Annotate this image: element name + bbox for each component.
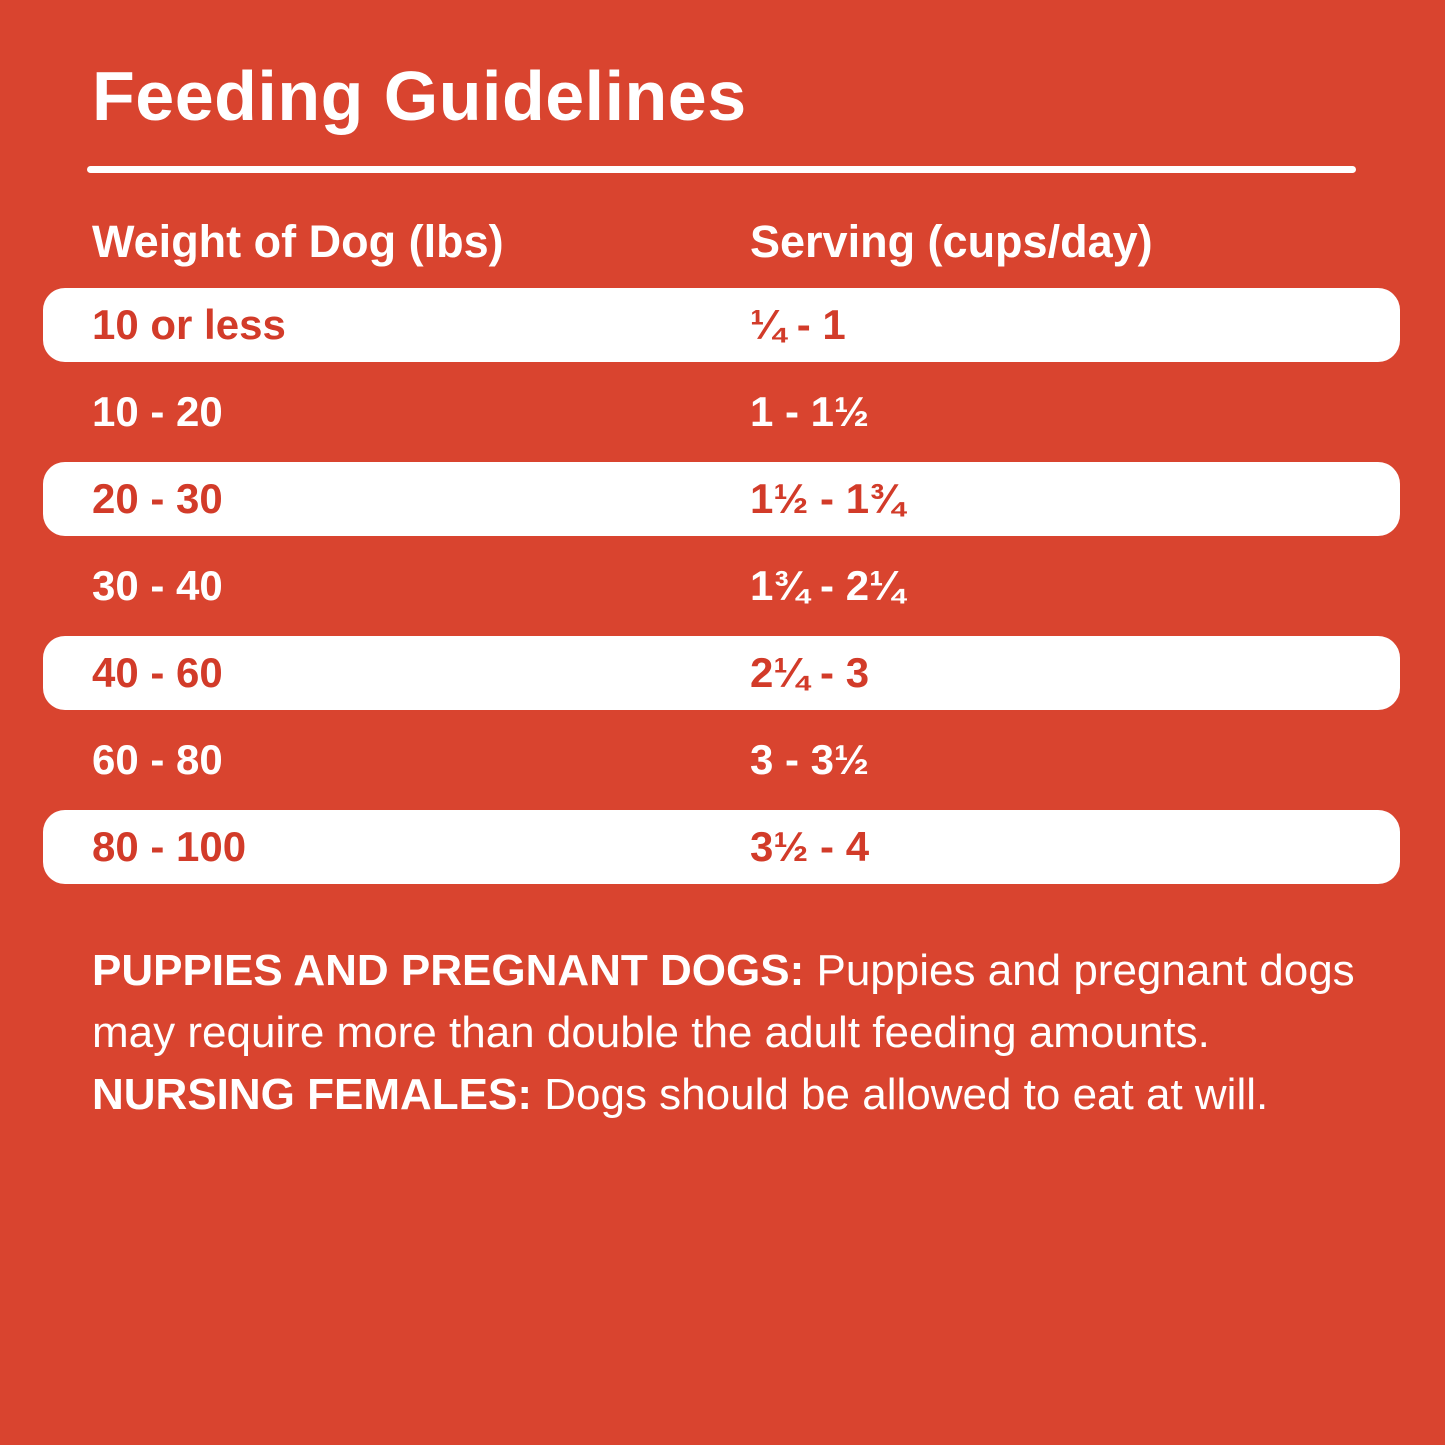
serving-cell: 1¾ - 2¼ (750, 562, 905, 609)
footnote-puppies-label: PUPPIES AND PREGNANT DOGS: (92, 946, 805, 995)
weight-cell: 60 - 80 (92, 736, 223, 783)
serving-cell: 3½ - 4 (750, 823, 870, 870)
weight-cell: 40 - 60 (92, 649, 223, 696)
table-row: 20 - 30 1½ - 1¾ (43, 462, 1400, 536)
serving-cell: 1½ - 1¾ (750, 475, 905, 522)
feeding-footnote: PUPPIES AND PREGNANT DOGS: Puppies and p… (92, 940, 1362, 1126)
weight-cell: 20 - 30 (92, 475, 223, 522)
table-row: 80 - 100 3½ - 4 (43, 810, 1400, 884)
table-row: 10 - 20 1 - 1½ (43, 375, 1400, 449)
serving-cell: 1 - 1½ (750, 388, 870, 435)
serving-cell: 2¼ - 3 (750, 649, 870, 696)
table-header-row: Weight of Dog (lbs) Serving (cups/day) (92, 216, 1400, 268)
title-underline (87, 166, 1356, 173)
column-header-weight: Weight of Dog (lbs) (92, 216, 504, 267)
feeding-table: 10 or less ¼ - 1 10 - 20 1 - 1½ 20 - 30 … (43, 288, 1400, 884)
page-title: Feeding Guidelines (92, 57, 747, 135)
serving-cell: ¼ - 1 (750, 301, 846, 348)
table-row: 10 or less ¼ - 1 (43, 288, 1400, 362)
table-row: 40 - 60 2¼ - 3 (43, 636, 1400, 710)
table-row: 60 - 80 3 - 3½ (43, 723, 1400, 797)
weight-cell: 30 - 40 (92, 562, 223, 609)
weight-cell: 10 - 20 (92, 388, 223, 435)
footnote-nursing-label: NURSING FEMALES: (92, 1070, 532, 1119)
table-row: 30 - 40 1¾ - 2¼ (43, 549, 1400, 623)
serving-cell: 3 - 3½ (750, 736, 870, 783)
weight-cell: 10 or less (92, 301, 286, 348)
column-header-serving: Serving (cups/day) (750, 216, 1153, 267)
footnote-nursing-text: Dogs should be allowed to eat at will. (544, 1070, 1269, 1119)
weight-cell: 80 - 100 (92, 823, 247, 870)
footnote-puppies-text: Puppies and pregnant dogs may require mo… (92, 946, 1355, 1057)
